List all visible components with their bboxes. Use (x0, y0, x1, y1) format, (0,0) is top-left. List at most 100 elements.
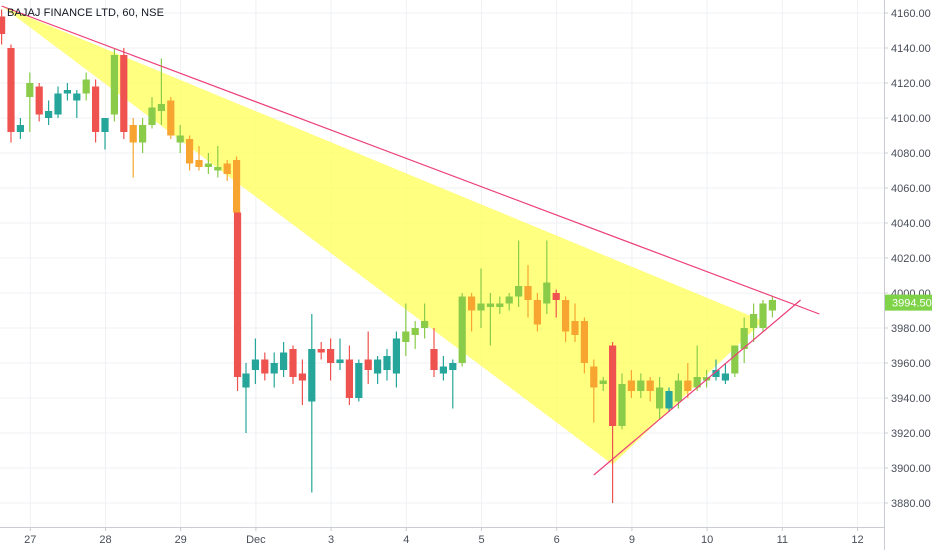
candle-body (280, 352, 288, 370)
x-tick-label: 11 (777, 534, 788, 546)
candle-body (599, 380, 607, 384)
candle-body (721, 373, 729, 381)
candle-body (665, 391, 673, 409)
x-tick-label: 12 (851, 534, 863, 546)
candle-body (439, 366, 447, 374)
candle-body (308, 349, 316, 402)
triangle-pattern (1, 6, 764, 465)
x-tick-label: Dec (246, 534, 266, 546)
candle-body (364, 359, 372, 370)
candle-body (411, 328, 419, 335)
y-tick-label: 3900.00 (891, 463, 931, 475)
candle-body (45, 111, 53, 118)
candle-body (684, 380, 692, 391)
candle-body (242, 373, 250, 388)
candle-body (204, 163, 212, 167)
candle-body (233, 212, 242, 377)
candle-body (627, 380, 635, 391)
candle-body (740, 328, 748, 349)
last-price-badge (885, 294, 932, 311)
y-tick-label: 4020.00 (891, 253, 931, 265)
candle-body (590, 366, 598, 388)
candle-body (505, 296, 513, 304)
candle-body (233, 160, 241, 213)
candle-body (270, 363, 278, 374)
candle-body (693, 377, 701, 388)
candle-body (383, 356, 391, 370)
candle-body (110, 55, 118, 115)
x-tick-label: 5 (478, 534, 484, 546)
candle-body (674, 380, 682, 402)
candle-body (186, 139, 194, 164)
candle-body (298, 373, 306, 381)
y-tick-label: 3920.00 (891, 428, 931, 440)
candle-body (16, 125, 24, 132)
candle-body (543, 282, 551, 304)
candle-body (35, 86, 43, 115)
candle-body (223, 163, 231, 174)
candle-body (139, 125, 147, 143)
candle-body (703, 377, 711, 381)
candle-body (251, 359, 259, 370)
candle-body (524, 286, 532, 300)
candle-body (533, 300, 541, 325)
candle-body (496, 303, 504, 307)
candle-body (768, 300, 776, 311)
candle-body (515, 286, 523, 297)
y-tick-label: 4160.00 (891, 8, 931, 20)
candle-body (750, 314, 758, 328)
last-price-label: 3994.50 (892, 298, 932, 310)
candle-body (759, 303, 767, 328)
candle-body (345, 359, 353, 398)
candle-body (63, 90, 71, 94)
x-tick-label: 27 (24, 534, 36, 546)
candle-body (336, 359, 344, 363)
candle-body (392, 338, 400, 374)
x-tick-label: 10 (701, 534, 713, 546)
candle-body (0, 16, 6, 34)
candle-body (571, 321, 579, 335)
candle-body (618, 384, 626, 426)
x-tick-label: 6 (554, 534, 560, 546)
candle-body (637, 380, 645, 391)
candle-body (712, 370, 720, 377)
candle-body (176, 135, 184, 143)
candle-body (552, 293, 560, 300)
candle-body (421, 321, 429, 328)
candle-body (167, 100, 175, 136)
candle-body (402, 331, 410, 342)
candle-body (327, 349, 335, 363)
y-tick-label: 4140.00 (891, 43, 931, 55)
chart-title: BAJAJ FINANCE LTD, 60, NSE (7, 7, 165, 19)
candle-body (317, 349, 325, 353)
candle-body (731, 345, 739, 374)
candle-body (580, 321, 588, 363)
price-axis-panel (884, 0, 932, 550)
candle-body (82, 79, 90, 94)
candle-body (129, 125, 137, 143)
candle-body (120, 55, 128, 132)
lower-trendline (593, 299, 801, 476)
x-tick-label: 9 (629, 534, 635, 546)
x-tick-label: 29 (175, 534, 187, 546)
candle-body (468, 296, 476, 311)
y-tick-label: 3960.00 (891, 358, 931, 370)
upper-trendline (1, 5, 820, 315)
y-tick-label: 4080.00 (891, 148, 931, 160)
x-tick-label: 28 (99, 534, 111, 546)
candle-body (148, 107, 156, 125)
x-tick-label: 3 (328, 534, 334, 546)
y-tick-label: 4040.00 (891, 218, 931, 230)
y-tick-label: 4100.00 (891, 113, 931, 125)
candle-body (157, 104, 165, 111)
candle-body (289, 349, 297, 377)
candle-body (26, 83, 34, 97)
time-axis-panel (0, 527, 884, 550)
candle-body (374, 359, 382, 374)
candle-body (430, 349, 438, 370)
y-tick-label: 3980.00 (891, 323, 931, 335)
candle-body (261, 359, 269, 374)
candle-body (562, 300, 570, 332)
